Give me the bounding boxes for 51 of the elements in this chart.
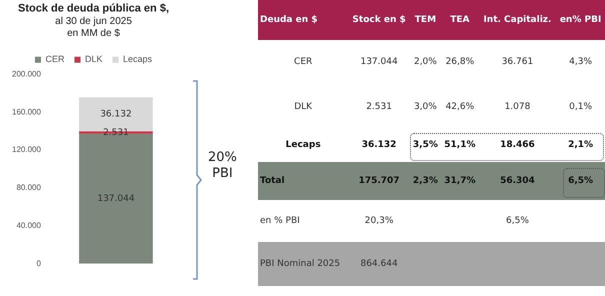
text: 6,5%: [506, 216, 529, 226]
y-tick-label: 80.000: [16, 183, 42, 192]
text: CER: [294, 57, 312, 67]
chart-title: Stock de deuda pública en $,: [18, 2, 169, 15]
text: 2,1%: [568, 140, 594, 150]
y-tick-label: 160.000: [12, 107, 42, 116]
text: en % PBI: [260, 216, 300, 226]
data-label: 36.132: [100, 110, 132, 120]
text: 4,3%: [569, 57, 592, 67]
text: 2,0%: [414, 57, 437, 67]
text: 56.304: [500, 176, 535, 186]
text: 137.044: [360, 57, 398, 67]
category-label: Int. Capitaliz.: [478, 0, 556, 40]
text: 1.078: [504, 102, 530, 112]
bar: [79, 134, 153, 264]
y-tick-label: 0: [36, 258, 42, 268]
text: 26,8%: [446, 57, 474, 67]
text: 18.466: [500, 140, 535, 150]
legend-label: Lecaps: [122, 54, 153, 64]
text: 6,5%: [568, 176, 594, 186]
chart-subtitle: al 30 de jun 2025 en MM de $: [55, 16, 132, 39]
y-tick-label: 200.000: [12, 69, 42, 78]
text: 864.644: [360, 259, 398, 269]
text: 36.761: [502, 57, 534, 67]
text: Total: [260, 176, 285, 186]
legend-label: DLK: [84, 54, 102, 64]
text: 0,1%: [569, 102, 592, 112]
text: Lecaps: [286, 140, 321, 150]
legend-label: CER: [45, 54, 65, 64]
category-label: Stock en $: [348, 0, 410, 40]
text: 3,0%: [414, 102, 437, 112]
text: PBI Nominal 2025: [260, 259, 340, 269]
text: 175.707: [358, 176, 400, 186]
category-label: TEA: [440, 0, 479, 40]
text: 20,3%: [364, 216, 394, 226]
category-label: Deuda en $: [258, 0, 348, 40]
text: DLK: [294, 102, 312, 112]
y-tick-label: 120.000: [12, 145, 42, 154]
text: 36.132: [362, 140, 396, 150]
category-label: TEM: [410, 0, 441, 40]
category-label: en% PBI: [556, 0, 605, 40]
text: 42,6%: [446, 102, 474, 112]
text: 2,3%: [412, 176, 438, 186]
data-label: 2.531: [103, 128, 129, 138]
text: 20% PBI: [208, 150, 237, 182]
text: 3,5%: [412, 140, 438, 150]
text: 2.531: [366, 102, 392, 112]
text: 51,1%: [444, 140, 476, 150]
y-tick-label: 40.000: [16, 220, 42, 230]
text: 31,7%: [444, 176, 476, 186]
data-label: 137.044: [97, 194, 135, 204]
